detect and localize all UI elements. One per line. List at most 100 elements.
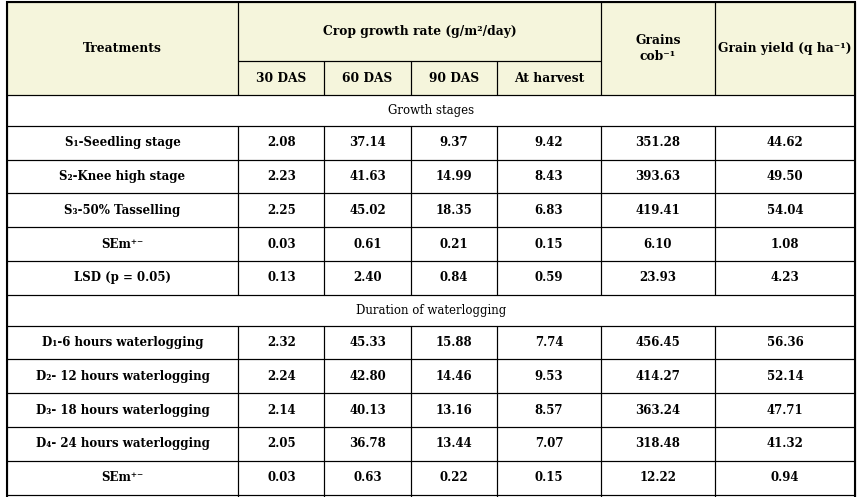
Bar	[497, 326, 602, 359]
Bar	[497, 326, 602, 359]
Bar	[7, 160, 238, 193]
Text: 7.07: 7.07	[535, 437, 563, 450]
Bar	[715, 227, 855, 261]
Bar	[7, 126, 238, 160]
Text: 9.37: 9.37	[440, 136, 468, 149]
Bar	[411, 126, 497, 160]
Bar	[497, 495, 602, 497]
Bar	[7, 359, 238, 393]
Bar	[497, 227, 602, 261]
Bar	[411, 359, 497, 393]
Bar	[7, 393, 238, 427]
Bar	[715, 160, 855, 193]
Text: Grain yield (q ha⁻¹): Grain yield (q ha⁻¹)	[718, 42, 852, 55]
Text: 2.40: 2.40	[353, 271, 382, 284]
Bar	[238, 227, 325, 261]
Bar	[411, 193, 497, 227]
Bar	[411, 427, 497, 461]
Bar	[715, 326, 855, 359]
Bar	[411, 427, 497, 461]
Bar	[7, 326, 238, 359]
Text: 9.53: 9.53	[535, 370, 563, 383]
Text: 0.63: 0.63	[353, 471, 382, 484]
Text: LSD (p = 0.05): LSD (p = 0.05)	[74, 271, 171, 284]
Bar	[7, 2, 238, 95]
Text: 0.84: 0.84	[440, 271, 468, 284]
Text: 0.03: 0.03	[267, 471, 296, 484]
Bar	[238, 193, 325, 227]
Text: Crop growth rate (g/m²/day): Crop growth rate (g/m²/day)	[323, 25, 517, 38]
Text: 8.43: 8.43	[535, 170, 563, 183]
Bar	[238, 160, 325, 193]
Bar	[715, 427, 855, 461]
Text: Treatments: Treatments	[83, 42, 162, 55]
Text: 40.13: 40.13	[349, 404, 386, 416]
Bar	[715, 126, 855, 160]
Text: 6.10: 6.10	[644, 238, 672, 250]
Bar	[602, 427, 715, 461]
Bar	[238, 160, 325, 193]
Text: 14.99: 14.99	[435, 170, 472, 183]
Text: SEm⁺⁻: SEm⁺⁻	[101, 471, 144, 484]
Bar	[497, 160, 602, 193]
Bar	[7, 461, 238, 495]
Bar	[411, 326, 497, 359]
Text: 60 DAS: 60 DAS	[343, 72, 393, 84]
Bar	[7, 495, 238, 497]
Bar	[411, 461, 497, 495]
Bar	[411, 126, 497, 160]
Bar	[325, 126, 411, 160]
Bar	[497, 461, 602, 495]
Bar	[715, 427, 855, 461]
Text: 2.24: 2.24	[267, 370, 296, 383]
Text: SEm⁺⁻: SEm⁺⁻	[101, 238, 144, 250]
Bar	[497, 393, 602, 427]
Bar	[715, 495, 855, 497]
Text: 15.88: 15.88	[435, 336, 472, 349]
Bar	[411, 227, 497, 261]
Bar	[411, 193, 497, 227]
Bar	[238, 393, 325, 427]
Bar	[715, 126, 855, 160]
Bar	[715, 160, 855, 193]
Bar	[238, 2, 602, 61]
Bar	[7, 393, 238, 427]
Bar	[238, 193, 325, 227]
Bar	[7, 495, 238, 497]
Text: 47.71: 47.71	[767, 404, 803, 416]
Bar	[238, 261, 325, 295]
Bar	[602, 2, 715, 95]
Bar	[7, 227, 238, 261]
Bar	[602, 393, 715, 427]
Bar	[238, 461, 325, 495]
Text: 54.04: 54.04	[767, 204, 803, 217]
Bar	[325, 495, 411, 497]
Text: 2.05: 2.05	[267, 437, 296, 450]
Bar	[602, 126, 715, 160]
Text: 13.44: 13.44	[435, 437, 472, 450]
Text: 0.15: 0.15	[535, 471, 563, 484]
Text: 456.45: 456.45	[636, 336, 680, 349]
Bar	[325, 393, 411, 427]
Bar	[602, 193, 715, 227]
Bar	[238, 126, 325, 160]
Bar	[325, 326, 411, 359]
Bar	[497, 393, 602, 427]
Text: 41.63: 41.63	[349, 170, 386, 183]
Bar	[602, 126, 715, 160]
Text: 0.03: 0.03	[267, 238, 296, 250]
Bar	[238, 495, 325, 497]
Bar	[497, 126, 602, 160]
Text: 2.23: 2.23	[267, 170, 296, 183]
Bar	[411, 393, 497, 427]
Bar	[602, 227, 715, 261]
Bar	[602, 261, 715, 295]
Bar	[7, 126, 238, 160]
Bar	[325, 461, 411, 495]
Bar	[715, 261, 855, 295]
Text: Growth stages: Growth stages	[388, 104, 474, 117]
Bar	[325, 227, 411, 261]
Bar	[325, 461, 411, 495]
Bar	[715, 2, 855, 95]
Bar	[602, 160, 715, 193]
